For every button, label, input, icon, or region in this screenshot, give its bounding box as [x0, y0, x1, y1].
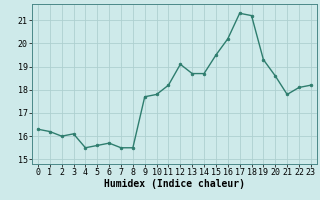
X-axis label: Humidex (Indice chaleur): Humidex (Indice chaleur) [104, 179, 245, 189]
